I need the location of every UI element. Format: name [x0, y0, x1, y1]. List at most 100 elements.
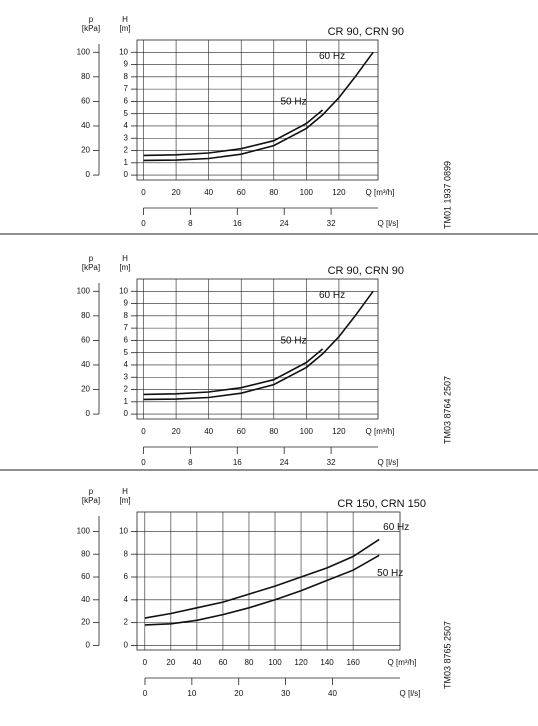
x-label: Q [m³/h] [366, 427, 395, 436]
x2-tick-label: 16 [233, 458, 242, 467]
y-tick-label: 4 [124, 121, 129, 130]
x2-label: Q [l/s] [378, 458, 399, 467]
y-unit: [m] [119, 263, 130, 272]
y-tick-label: 8 [124, 72, 129, 81]
y2-tick-label: 0 [86, 641, 91, 650]
y-tick-label: 3 [124, 372, 129, 381]
y2-tick-label: 60 [81, 572, 90, 581]
y-tick-label: 2 [124, 618, 129, 627]
y-tick-label: 10 [119, 47, 128, 56]
y-tick-label: 10 [119, 286, 128, 295]
y-label: H [122, 487, 128, 496]
y-tick-label: 5 [124, 348, 129, 357]
y2-label: p [89, 254, 94, 263]
x-tick-label: 20 [172, 188, 181, 197]
x2-tick-label: 8 [188, 458, 193, 467]
curve [143, 290, 374, 401]
y-tick-label: 9 [124, 299, 129, 308]
y2-tick-label: 20 [81, 385, 90, 394]
curve-label: 50 Hz [377, 568, 403, 579]
x-tick-label: 160 [346, 658, 360, 667]
y-label: H [122, 15, 128, 24]
y2-tick-label: 80 [81, 72, 90, 81]
x-tick-label: 120 [332, 427, 346, 436]
x2-tick-label: 16 [233, 219, 242, 228]
chart-title: CR 150, CRN 150 [337, 498, 426, 510]
chart-title: CR 90, CRN 90 [328, 26, 404, 38]
x-tick-label: 40 [204, 188, 213, 197]
y2-tick-label: 80 [81, 311, 90, 320]
curve-label: 50 Hz [281, 336, 307, 347]
y-tick-label: 6 [124, 97, 129, 106]
curve-label: 60 Hz [383, 522, 409, 533]
x2-tick-label: 20 [234, 689, 243, 698]
x2-tick-label: 8 [188, 219, 193, 228]
x-label: Q [m³/h] [366, 188, 395, 197]
y2-tick-label: 60 [81, 97, 90, 106]
x-tick-label: 20 [172, 427, 181, 436]
curve-label: 60 Hz [319, 51, 345, 62]
curve [143, 348, 324, 396]
y-tick-label: 10 [119, 526, 128, 535]
x-tick-label: 0 [141, 427, 146, 436]
y-tick-label: 2 [124, 385, 129, 394]
x-tick-label: 80 [245, 658, 254, 667]
x2-tick-label: 32 [327, 219, 336, 228]
y2-unit: [kPa] [82, 496, 100, 505]
y-tick-label: 5 [124, 109, 129, 118]
x-tick-label: 100 [300, 188, 314, 197]
y-tick-label: 7 [124, 84, 129, 93]
x2-tick-label: 24 [280, 458, 289, 467]
y-tick-label: 6 [124, 572, 129, 581]
y2-tick-label: 20 [81, 146, 90, 155]
y-tick-label: 8 [124, 549, 129, 558]
x-tick-label: 120 [294, 658, 308, 667]
y-tick-label: 1 [124, 397, 129, 406]
y-tick-label: 1 [124, 158, 129, 167]
x-tick-label: 140 [320, 658, 334, 667]
y-tick-label: 0 [124, 409, 129, 418]
x-tick-label: 100 [268, 658, 282, 667]
y2-label: p [89, 15, 94, 24]
y2-tick-label: 0 [86, 409, 91, 418]
y-label: H [122, 254, 128, 263]
x-tick-label: 80 [269, 427, 278, 436]
curve [143, 51, 374, 162]
x2-tick-label: 30 [281, 689, 290, 698]
y2-tick-label: 60 [81, 336, 90, 345]
y-tick-label: 8 [124, 311, 129, 320]
y-tick-label: 0 [124, 170, 129, 179]
y-tick-label: 2 [124, 146, 129, 155]
x2-tick-label: 40 [328, 689, 337, 698]
y-tick-label: 7 [124, 323, 129, 332]
figure-code: TM01 1937 0899 [442, 161, 452, 229]
x-label: Q [m³/h] [388, 658, 417, 667]
x-tick-label: 60 [237, 427, 246, 436]
x2-tick-label: 32 [327, 458, 336, 467]
x2-tick-label: 24 [280, 219, 289, 228]
y2-tick-label: 80 [81, 549, 90, 558]
y2-tick-label: 40 [81, 595, 90, 604]
y-tick-label: 4 [124, 595, 129, 604]
x2-tick-label: 0 [143, 689, 148, 698]
x2-tick-label: 10 [187, 689, 196, 698]
y2-tick-label: 100 [77, 47, 91, 56]
y2-tick-label: 100 [77, 526, 91, 535]
y-tick-label: 6 [124, 336, 129, 345]
y2-tick-label: 20 [81, 618, 90, 627]
y2-label: p [89, 487, 94, 496]
y-tick-label: 0 [124, 641, 129, 650]
plot-frame [136, 39, 379, 181]
y2-unit: [kPa] [82, 24, 100, 33]
x2-tick-label: 0 [141, 219, 146, 228]
y-unit: [m] [119, 496, 130, 505]
y2-tick-label: 40 [81, 360, 90, 369]
x-tick-label: 0 [141, 188, 146, 197]
x-tick-label: 0 [143, 658, 148, 667]
curve [144, 538, 380, 619]
figure-code: TM03 8765 2507 [442, 621, 452, 689]
x-tick-label: 120 [332, 188, 346, 197]
y-unit: [m] [119, 24, 130, 33]
y2-tick-label: 0 [86, 170, 91, 179]
